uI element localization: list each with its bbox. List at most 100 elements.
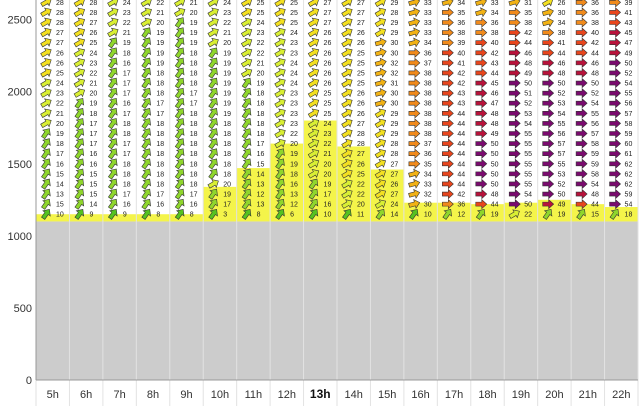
wind-speed-label: 25	[324, 91, 332, 98]
wind-speed-label: 17	[89, 121, 97, 128]
wind-arrow	[609, 208, 620, 220]
wind-arrow	[475, 0, 488, 8]
wind-arrow	[241, 138, 252, 150]
wind-arrow	[307, 169, 320, 179]
wind-arrow	[542, 67, 555, 79]
wind-arrow	[442, 208, 452, 220]
wind-arrow	[609, 0, 622, 8]
wind-arrow	[74, 198, 85, 210]
wind-speed-label: 17	[123, 91, 131, 98]
wind-speed-label: 55	[524, 161, 532, 168]
wind-arrow	[542, 98, 555, 109]
wind-speed-label: 26	[357, 101, 365, 108]
wind-arrow	[475, 168, 488, 180]
wind-speed-label: 38	[424, 70, 432, 77]
wind-arrow	[408, 118, 421, 129]
wind-arrow	[542, 57, 555, 69]
wind-speed-label: 18	[156, 131, 164, 138]
wind-arrow	[141, 178, 151, 190]
wind-speed-label: 19	[223, 60, 231, 67]
boundary-layer-6h	[69, 214, 103, 222]
wind-speed-label: 23	[290, 50, 298, 57]
wind-arrow	[341, 118, 353, 129]
wind-arrow	[307, 108, 320, 118]
wind-speed-label: 50	[491, 181, 499, 188]
wind-arrow	[374, 199, 387, 209]
wind-arrow	[442, 188, 454, 200]
wind-arrow	[73, 58, 86, 68]
wind-speed-label: 56	[591, 121, 599, 128]
wind-arrow	[575, 118, 588, 129]
wind-speed-label: 26	[324, 81, 332, 88]
wind-speed-label: 19	[156, 40, 164, 47]
wind-speed-label: 44	[457, 181, 465, 188]
wind-arrow	[575, 47, 588, 58]
wind-speed-label: 19	[558, 212, 566, 219]
wind-arrow	[174, 57, 185, 69]
wind-speed-label: 16	[123, 101, 131, 108]
wind-arrow	[107, 27, 119, 38]
wind-speed-label: 44	[457, 121, 465, 128]
wind-arrow	[341, 47, 353, 58]
wind-arrow	[442, 7, 454, 18]
wind-speed-label: 26	[324, 50, 332, 57]
wind-speed-label: 24	[56, 81, 64, 88]
boundary-layer-12h	[270, 143, 304, 222]
wind-arrow	[542, 128, 555, 139]
wind-speed-label: 33	[424, 30, 432, 37]
wind-arrow	[40, 88, 52, 98]
wind-speed-label: 13	[290, 192, 298, 199]
wind-arrow	[208, 108, 218, 119]
wind-arrow	[542, 77, 555, 89]
wind-arrow	[341, 179, 353, 189]
wind-speed-label: 12	[257, 192, 265, 199]
wind-speed-label: 29	[390, 20, 398, 27]
wind-arrow	[73, 17, 86, 28]
wind-speed-label: 45	[625, 30, 633, 37]
wind-speed-label: 22	[156, 0, 164, 7]
wind-arrow	[174, 7, 186, 18]
wind-speed-label: 16	[123, 202, 131, 209]
wind-arrow	[208, 138, 218, 150]
wind-speed-label: 46	[524, 50, 532, 57]
wind-arrow	[442, 118, 454, 129]
wind-arrow	[542, 208, 553, 220]
wind-arrow	[74, 208, 85, 220]
wind-arrow	[240, 0, 253, 7]
x-tick-label: 18h	[478, 389, 496, 401]
wind-arrow	[575, 178, 588, 190]
wind-arrow	[73, 68, 86, 78]
wind-arrow	[174, 168, 185, 180]
wind-speed-label: 18	[190, 81, 198, 88]
wind-arrow	[107, 87, 118, 99]
wind-arrow	[508, 168, 521, 180]
wind-speed-label: 56	[625, 101, 633, 108]
wind-arrow	[240, 17, 253, 28]
wind-arrow	[541, 17, 554, 28]
wind-arrow	[609, 168, 622, 180]
wind-arrow	[374, 27, 387, 38]
wind-arrow	[308, 178, 319, 190]
x-tick-label: 9h	[180, 389, 192, 401]
wind-arrow	[107, 97, 118, 109]
wind-arrow	[208, 198, 218, 210]
wind-arrow	[208, 47, 218, 59]
wind-speed-label: 17	[190, 101, 198, 108]
wind-speed-label: 33	[424, 0, 432, 7]
wind-speed-label: 16	[123, 60, 131, 67]
wind-arrow	[442, 98, 454, 109]
wind-speed-label: 40	[591, 30, 599, 37]
wind-speed-label: 62	[625, 161, 633, 168]
wind-speed-label: 18	[123, 50, 131, 57]
wind-arrow	[174, 27, 185, 39]
wind-arrow	[475, 208, 486, 220]
wind-speed-label: 62	[625, 171, 633, 178]
wind-speed-label: 17	[123, 192, 131, 199]
wind-speed-label: 38	[491, 30, 499, 37]
wind-speed-label: 28	[56, 10, 64, 17]
wind-arrow	[174, 198, 185, 210]
wind-arrow	[542, 188, 555, 200]
wind-speed-label: 27	[390, 192, 398, 199]
x-tick-label: 8h	[147, 389, 159, 401]
